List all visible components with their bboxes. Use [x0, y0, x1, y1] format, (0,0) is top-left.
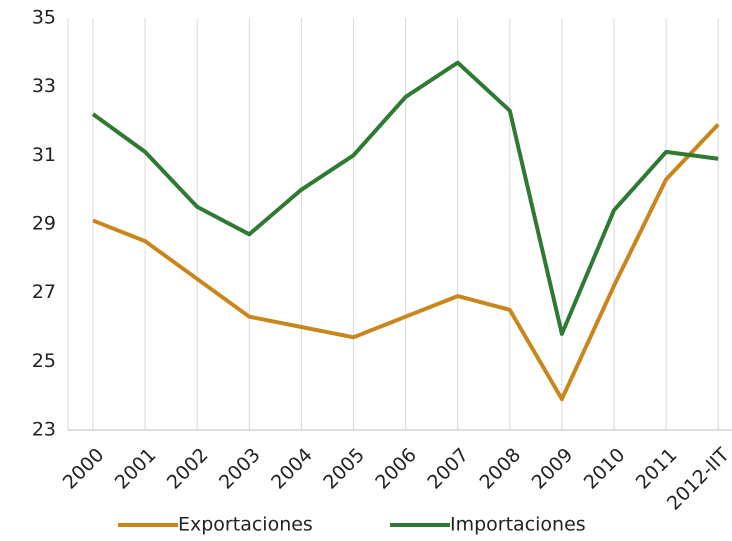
x-tick-label: 2002 [163, 444, 213, 494]
y-tick-label: 29 [32, 213, 56, 235]
x-tick-label: 2011 [632, 444, 682, 494]
series-line [92, 123, 720, 402]
y-tick-label: 35 [32, 7, 56, 29]
legend-label: Exportaciones [178, 514, 313, 536]
series-line [91, 60, 719, 336]
x-tick-label: 2009 [528, 444, 578, 494]
x-tick-label: 2001 [111, 444, 161, 494]
x-tick-label: 2008 [475, 444, 525, 494]
x-tick-label: 2005 [319, 444, 369, 494]
x-tick-label: 2003 [215, 444, 265, 494]
legend-label: Importaciones [450, 514, 586, 536]
x-tick-label: 2010 [580, 444, 630, 494]
x-tick-label: 2007 [423, 444, 473, 494]
x-tick-label: 2000 [59, 444, 109, 494]
y-tick-label: 25 [32, 350, 56, 372]
y-tick-label: 23 [32, 419, 56, 441]
x-tick-label: 2006 [371, 444, 421, 494]
y-tick-label: 27 [32, 281, 56, 303]
x-tick-label: 2004 [267, 444, 317, 494]
y-tick-label: 33 [32, 75, 56, 97]
y-tick-label: 31 [32, 144, 56, 166]
